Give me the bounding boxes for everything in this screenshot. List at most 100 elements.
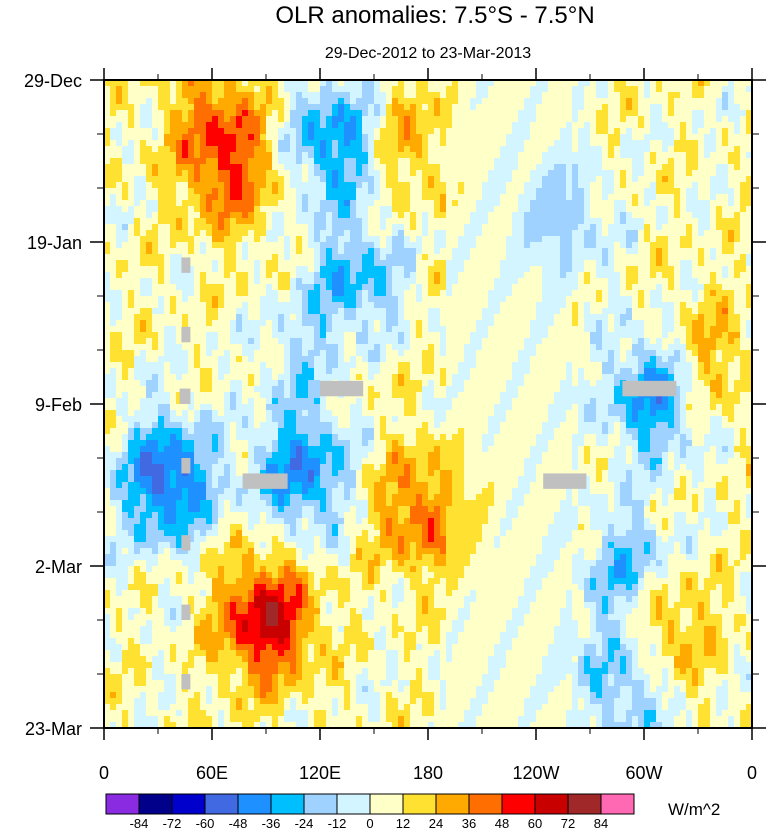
field-cell <box>134 182 141 189</box>
field-cell <box>332 308 339 315</box>
field-cell <box>278 188 285 195</box>
field-cell <box>260 98 267 105</box>
field-cell <box>734 98 741 105</box>
field-cell <box>578 236 585 243</box>
field-cell <box>464 338 471 345</box>
field-cell <box>128 212 135 219</box>
field-cell <box>356 140 363 147</box>
field-cell <box>698 230 705 237</box>
field-cell <box>272 332 279 339</box>
field-cell <box>356 254 363 261</box>
field-cell <box>380 122 387 129</box>
field-cell <box>224 236 231 243</box>
field-cell <box>422 314 429 321</box>
field-cell <box>188 218 195 225</box>
field-cell <box>338 284 345 291</box>
field-cell <box>500 182 507 189</box>
field-cell <box>464 230 471 237</box>
field-cell <box>344 164 351 171</box>
field-cell <box>146 242 153 249</box>
field-cell <box>122 86 129 93</box>
field-cell <box>374 326 381 333</box>
field-cell <box>296 320 303 327</box>
field-cell <box>566 134 573 141</box>
field-cell <box>716 170 723 177</box>
field-cell <box>572 134 579 141</box>
field-cell <box>134 278 141 285</box>
field-cell <box>242 320 249 327</box>
field-cell <box>140 134 147 141</box>
field-cell <box>536 152 543 159</box>
field-cell <box>116 176 123 183</box>
field-cell <box>302 266 309 273</box>
field-cell <box>644 248 651 255</box>
field-cell <box>248 308 255 315</box>
field-cell <box>578 314 585 321</box>
field-cell <box>740 248 747 255</box>
field-cell <box>158 134 165 141</box>
field-cell <box>578 320 585 327</box>
field-cell <box>548 182 555 189</box>
field-cell <box>356 98 363 105</box>
field-cell <box>368 200 375 207</box>
field-cell <box>404 290 411 297</box>
field-cell <box>446 116 453 123</box>
field-cell <box>512 86 519 93</box>
field-cell <box>272 170 279 177</box>
field-cell <box>650 242 657 249</box>
field-cell <box>170 356 177 363</box>
field-cell <box>716 206 723 213</box>
field-cell <box>674 194 681 201</box>
field-cell <box>380 344 387 351</box>
field-cell <box>260 206 267 213</box>
field-cell <box>554 146 561 153</box>
field-cell <box>158 320 165 327</box>
field-cell <box>104 326 111 333</box>
field-cell <box>404 128 411 135</box>
field-cell <box>308 92 315 99</box>
field-cell <box>224 212 231 219</box>
field-cell <box>188 110 195 117</box>
field-cell <box>452 194 459 201</box>
field-cell <box>440 314 447 321</box>
field-cell <box>134 326 141 333</box>
field-cell <box>164 296 171 303</box>
field-cell <box>110 272 117 279</box>
field-cell <box>194 152 201 159</box>
field-cell <box>644 320 651 327</box>
field-cell <box>290 332 297 339</box>
field-cell <box>638 134 645 141</box>
field-cell <box>698 260 705 267</box>
field-cell <box>320 122 327 129</box>
field-cell <box>578 188 585 195</box>
field-cell <box>248 86 255 93</box>
field-cell <box>254 272 261 279</box>
field-cell <box>236 146 243 153</box>
field-cell <box>494 326 501 333</box>
field-cell <box>290 338 297 345</box>
field-cell <box>446 224 453 231</box>
field-cell <box>248 206 255 213</box>
field-cell <box>446 326 453 333</box>
field-cell <box>338 302 345 309</box>
field-cell <box>134 194 141 201</box>
field-cell <box>536 158 543 165</box>
field-cell <box>560 164 567 171</box>
field-cell <box>128 338 135 345</box>
field-cell <box>236 278 243 285</box>
field-cell <box>626 302 633 309</box>
field-cell <box>416 242 423 249</box>
field-cell <box>278 206 285 213</box>
field-cell <box>164 278 171 285</box>
field-cell <box>716 242 723 249</box>
field-cell <box>458 104 465 111</box>
field-cell <box>746 206 753 213</box>
field-cell <box>548 188 555 195</box>
field-cell <box>188 164 195 171</box>
field-cell <box>578 128 585 135</box>
field-cell <box>272 116 279 123</box>
field-cell <box>452 314 459 321</box>
field-cell <box>182 104 189 111</box>
field-cell <box>374 110 381 117</box>
field-cell <box>254 278 261 285</box>
